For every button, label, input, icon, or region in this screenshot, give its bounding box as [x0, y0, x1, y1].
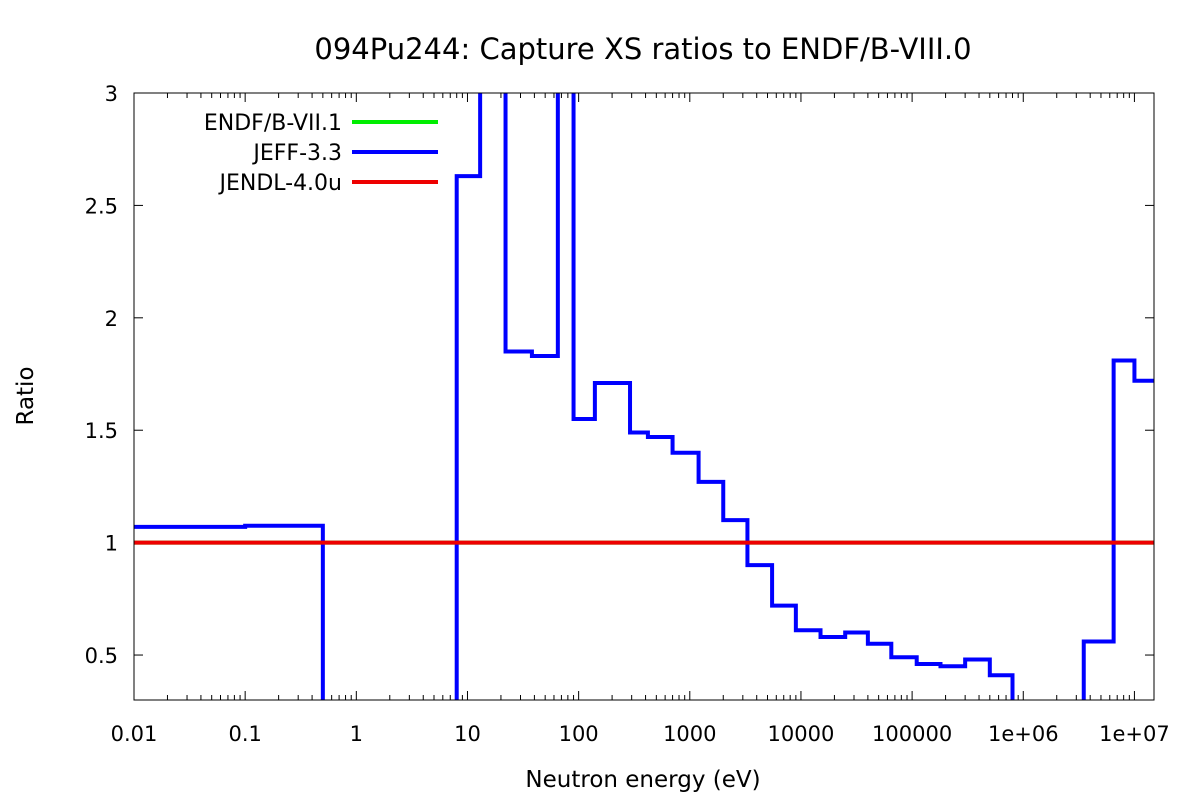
- x-tick-label: 100: [559, 722, 599, 746]
- plot-frame: [133, 92, 1155, 701]
- legend-label: JEFF-3.3: [251, 141, 342, 166]
- y-tick-label: 0.5: [85, 644, 118, 668]
- x-tick-label: 100000: [872, 722, 952, 746]
- chart-title: 094Pu244: Capture XS ratios to ENDF/B-VI…: [314, 32, 971, 66]
- x-tick-label: 1e+06: [988, 722, 1059, 746]
- x-tick-label: 1000: [663, 722, 716, 746]
- y-tick-label: 2.5: [85, 194, 118, 218]
- y-axis-label: Ratio: [13, 366, 39, 425]
- y-tick-label: 1.5: [85, 419, 118, 443]
- legend-label: ENDF/B-VII.1: [204, 111, 342, 136]
- legend-label: JENDL-4.0u: [217, 171, 342, 196]
- x-tick-label: 0.01: [111, 722, 158, 746]
- x-tick-label: 1: [350, 722, 363, 746]
- y-tick-label: 3: [105, 82, 118, 106]
- series-layer: [134, 93, 1154, 700]
- y-tick-label: 1: [105, 532, 118, 556]
- tick-labels: 0.01 0.1 1 10 100 1000 10000 100000 1e+06 1e+07 0.…: [85, 82, 1170, 746]
- x-tick-label: 10: [454, 722, 481, 746]
- x-tick-label: 10000: [768, 722, 835, 746]
- x-tick-label: 0.1: [228, 722, 261, 746]
- y-tick-label: 2: [105, 307, 118, 331]
- x-axis-label: Neutron energy (eV): [525, 767, 760, 793]
- tick-marks: [133, 92, 1154, 700]
- legend: ENDF/B-VII.1 JEFF-3.3 JENDL-4.0u: [204, 111, 438, 196]
- x-tick-label: 1e+07: [1099, 722, 1170, 746]
